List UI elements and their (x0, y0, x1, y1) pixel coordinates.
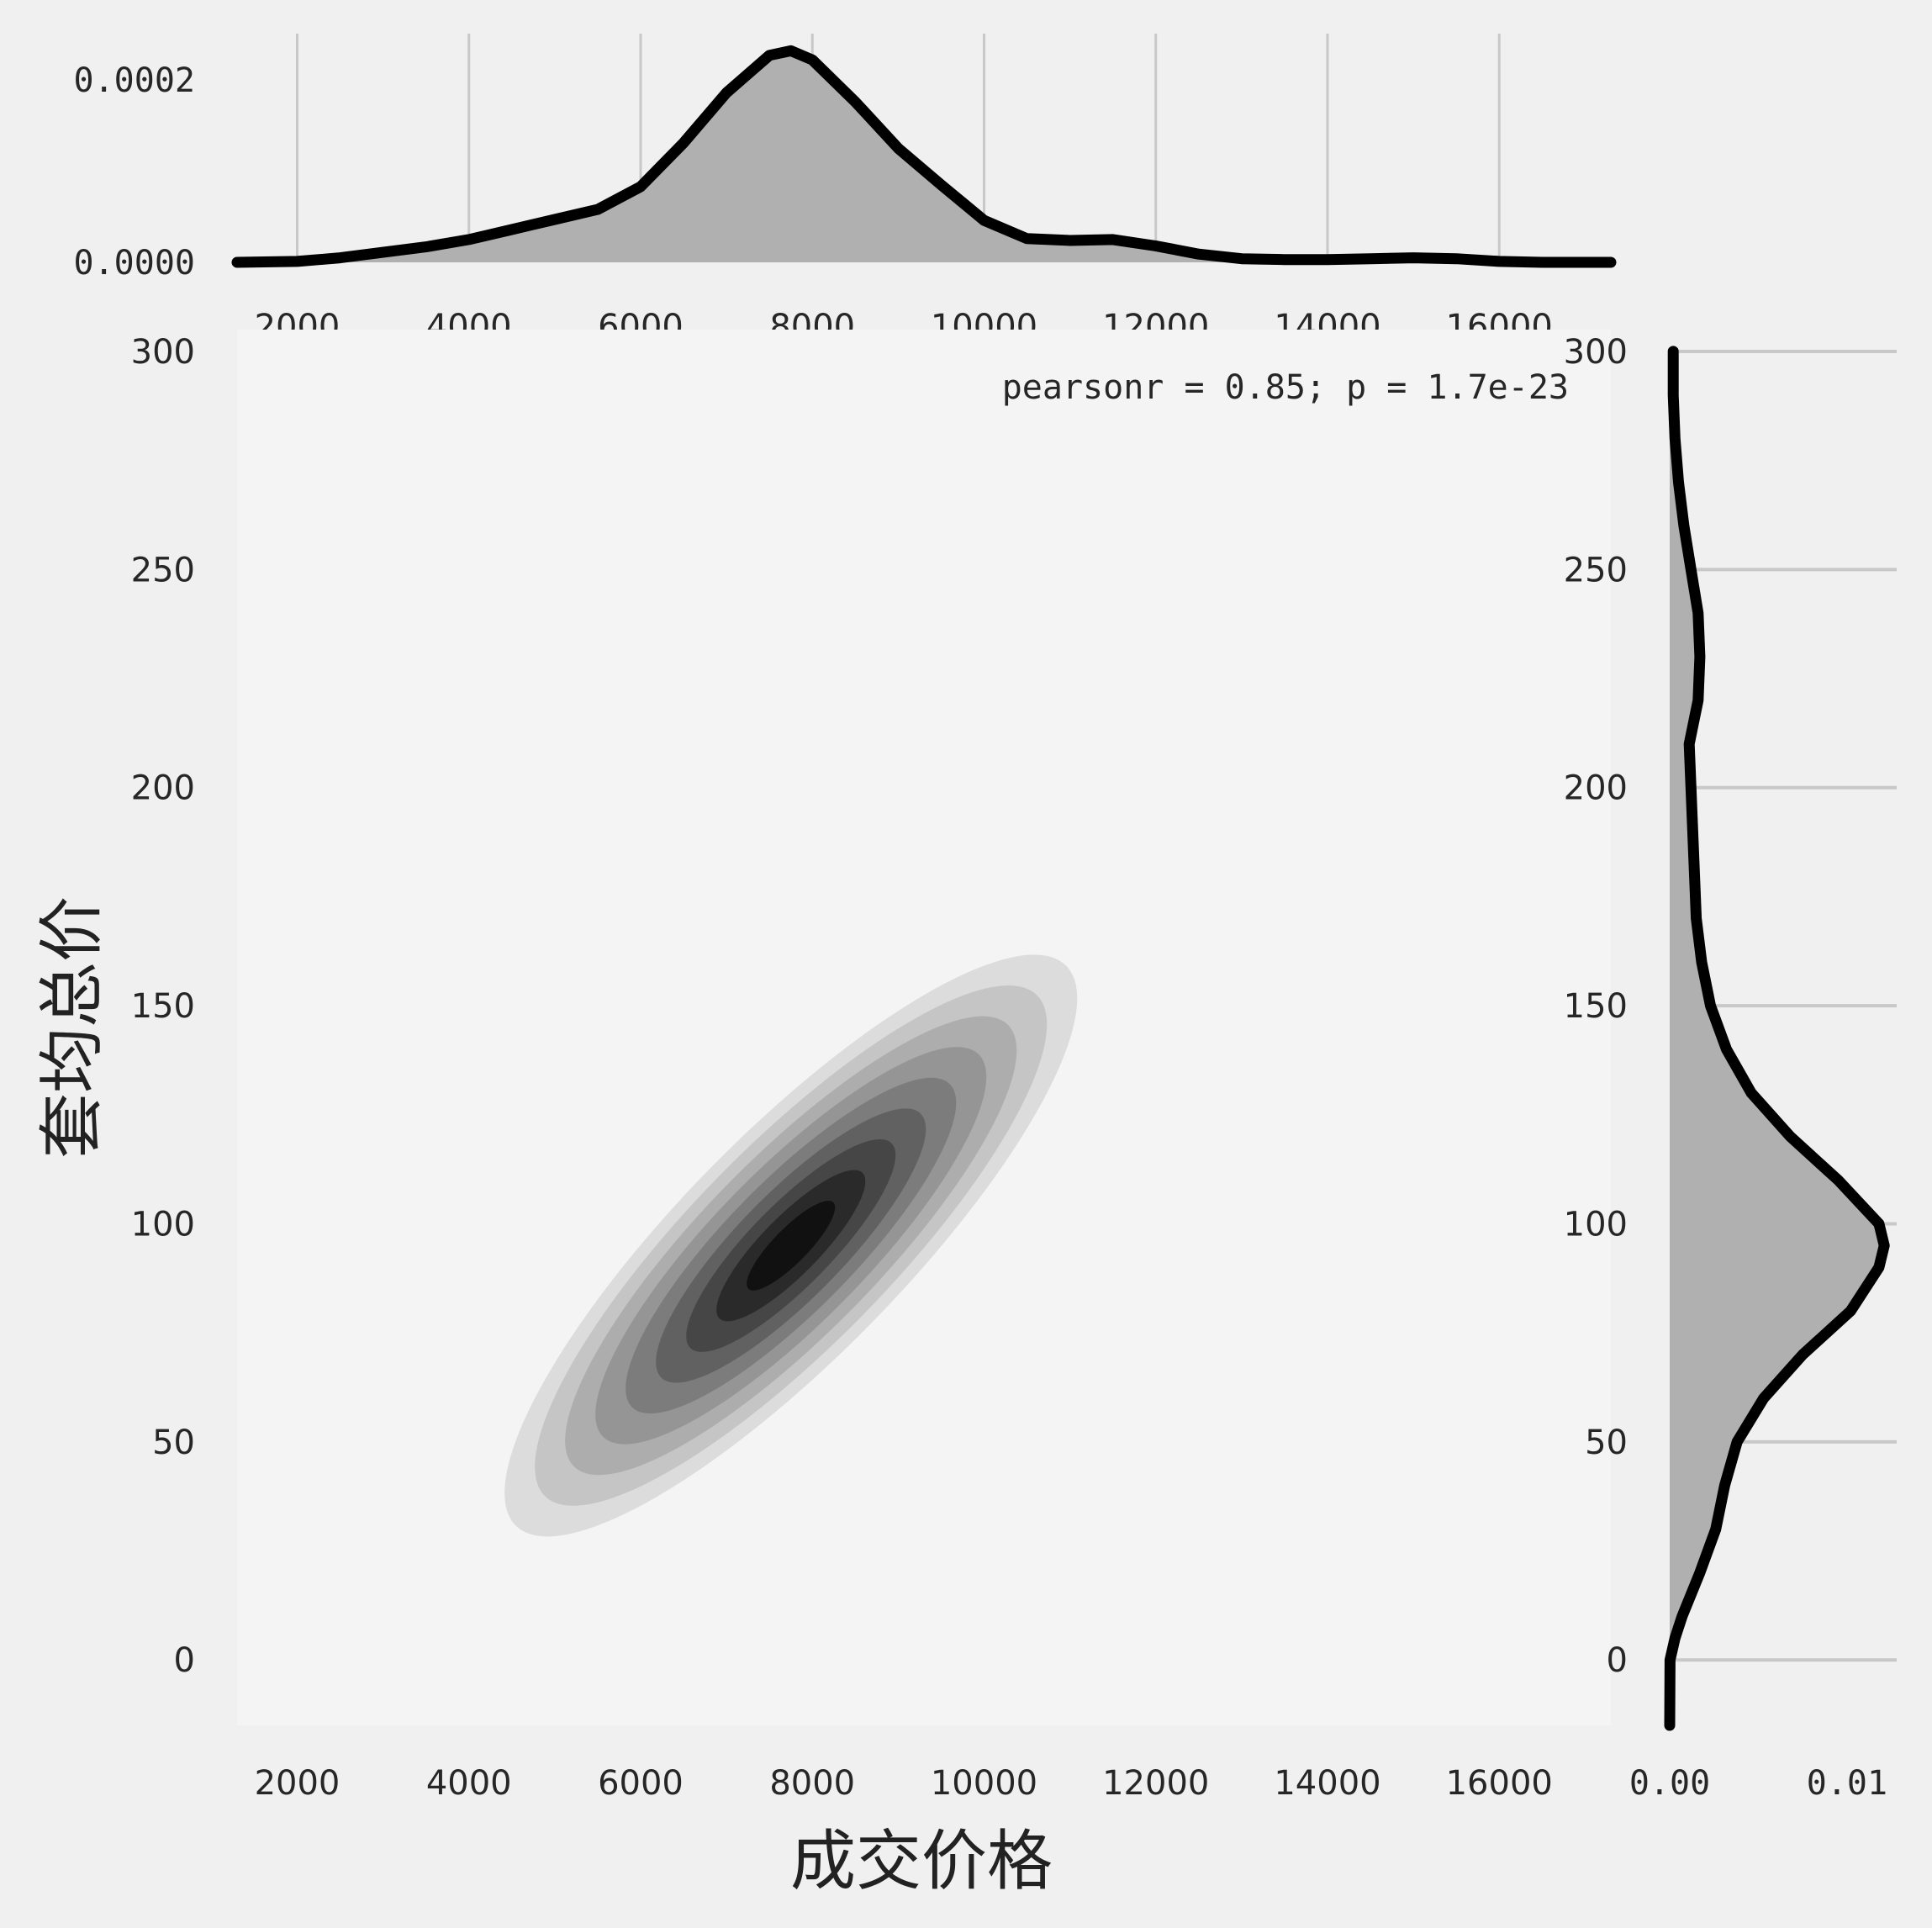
y-axis-label: 套均总价 (34, 896, 110, 1159)
right-marginal-y-kde: 0 50 100 150 200 250 300 0.00 0.01 (1564, 333, 1897, 1803)
top-y-tick-label: 0.0002 (74, 61, 196, 100)
x-tick-label: 4000 (426, 1764, 512, 1803)
top-marginal-x-kde: 2000 4000 6000 8000 10000 12000 14000 160000.00… (74, 15, 1617, 346)
x-tick-label: 2000 (255, 1764, 340, 1803)
top-kde-fill (237, 50, 1611, 263)
x-tick-label: 12000 (1102, 1764, 1209, 1803)
right-y-tick-label: 150 (1564, 987, 1628, 1026)
y-tick-label: 250 (131, 551, 195, 589)
right-x-tick-label: 0.01 (1807, 1764, 1887, 1803)
y-tick-label: 50 (152, 1424, 195, 1462)
right-y-tick-label: 50 (1585, 1424, 1628, 1462)
y-tick-label: 300 (131, 333, 195, 372)
y-tick-label: 150 (131, 987, 195, 1026)
x-axis-label: 成交价格 (790, 1824, 1053, 1899)
right-y-tick-label: 100 (1564, 1205, 1628, 1244)
joint-kde-panel: 2000 4000 6000 8000 10000 12000 14000 16000 0 50… (131, 330, 1611, 1803)
right-y-tick-label: 0 (1607, 1641, 1628, 1680)
right-kde-fill (1670, 351, 1885, 1725)
right-kde-line (1664, 346, 1890, 1731)
x-tick-label: 6000 (598, 1764, 684, 1803)
pearson-annotation: pearsonr = 0.85; p = 1.7e-23 (1002, 368, 1569, 407)
x-tick-label: 8000 (769, 1764, 855, 1803)
x-tick-label: 14000 (1274, 1764, 1380, 1803)
top-y-tick-label: 0.0000 (74, 244, 196, 283)
y-tick-label: 100 (131, 1205, 195, 1244)
right-x-tick-label: 0.00 (1629, 1764, 1710, 1803)
kde-contour-level-9 (747, 1201, 836, 1291)
right-y-tick-label: 250 (1564, 551, 1628, 589)
top-kde-line (231, 45, 1617, 268)
right-y-tick-label: 200 (1564, 769, 1628, 808)
y-tick-label: 200 (131, 769, 195, 808)
x-tick-label: 16000 (1446, 1764, 1553, 1803)
y-tick-label: 0 (174, 1641, 195, 1680)
right-y-tick-label: 300 (1564, 333, 1628, 372)
x-tick-label: 10000 (931, 1764, 1037, 1803)
